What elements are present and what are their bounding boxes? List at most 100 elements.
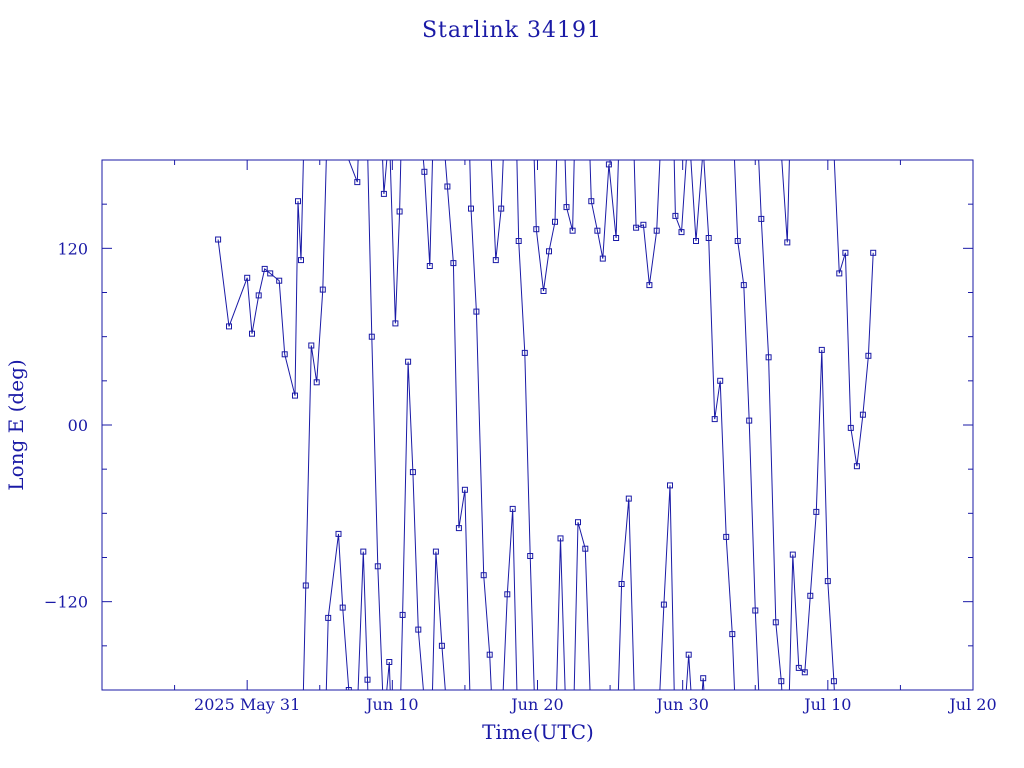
data-point <box>527 553 534 559</box>
data-point <box>599 255 606 262</box>
data-point <box>660 601 667 608</box>
axis-ticks <box>101 159 974 691</box>
data-point <box>368 333 375 340</box>
data-point <box>717 377 724 384</box>
data-point <box>729 631 736 638</box>
y-tick-labels: 120 00 −120 <box>44 239 88 611</box>
x-tick-label: Jun 20 <box>509 695 563 714</box>
data-point <box>364 676 371 683</box>
data-point <box>461 486 468 493</box>
data-point <box>405 358 412 365</box>
data-point <box>801 669 808 676</box>
data-point <box>625 495 632 502</box>
data-point <box>339 604 346 611</box>
x-tick-label: Jul 10 <box>802 695 851 714</box>
data-point <box>255 292 262 299</box>
data-point <box>836 270 843 277</box>
data-point <box>582 545 589 552</box>
data-point <box>569 227 576 234</box>
data-point <box>588 198 595 205</box>
data-point <box>492 257 499 264</box>
data-point <box>515 238 522 244</box>
data-point <box>865 352 872 359</box>
data-point <box>824 578 831 585</box>
data-point <box>473 308 480 315</box>
data-point <box>302 582 309 589</box>
data-point <box>468 205 474 212</box>
x-tick-label: Jul 20 <box>947 695 996 714</box>
data-point <box>575 519 581 526</box>
data-point <box>693 238 699 244</box>
data-point <box>444 183 451 190</box>
data-point <box>249 330 255 337</box>
data-point <box>605 161 612 168</box>
data-point <box>711 416 718 423</box>
data-point <box>409 469 416 476</box>
data-point <box>772 619 779 626</box>
data-point <box>618 581 625 587</box>
data-point <box>325 614 332 621</box>
data-point <box>723 533 730 540</box>
y-tick-label: −120 <box>44 593 88 612</box>
data-point <box>795 664 802 671</box>
data-point <box>438 642 445 649</box>
data-point <box>807 592 814 599</box>
data-point <box>354 179 361 186</box>
data-point <box>480 572 487 579</box>
data-point <box>298 257 304 264</box>
data-point <box>842 249 849 256</box>
data-point <box>455 525 462 532</box>
data-point <box>450 260 457 267</box>
x-tick-label: Jun 10 <box>364 695 418 714</box>
data-point <box>432 548 439 555</box>
data-point <box>276 277 283 284</box>
data-point <box>426 263 433 269</box>
data-point <box>509 505 516 512</box>
data-point <box>360 548 367 555</box>
data-point <box>557 535 564 542</box>
data-point <box>870 249 877 256</box>
chart-title: Starlink 34191 <box>422 18 602 43</box>
data-point <box>267 270 274 277</box>
data-point <box>740 282 747 289</box>
data-point <box>215 236 222 243</box>
data-point <box>292 392 298 399</box>
data-point <box>421 168 428 175</box>
data-point <box>335 530 342 537</box>
data-point <box>789 551 796 558</box>
data-point <box>640 221 647 228</box>
data-point <box>685 651 692 658</box>
data-point <box>399 611 406 618</box>
data-point <box>700 675 707 682</box>
data-point <box>813 508 820 515</box>
data-point <box>261 265 268 272</box>
data-point <box>521 349 528 356</box>
data-point <box>746 417 753 424</box>
data-point <box>345 687 352 690</box>
data-point <box>392 320 399 327</box>
data-point <box>830 678 837 685</box>
data-point <box>847 424 854 431</box>
data-point <box>563 204 570 211</box>
data-point <box>765 354 772 361</box>
series-line <box>217 160 874 690</box>
data-point <box>533 226 540 233</box>
data-point <box>594 227 601 234</box>
data-point <box>396 208 403 215</box>
data-point <box>540 288 547 294</box>
data-point <box>374 563 381 570</box>
data-point <box>853 463 860 470</box>
data-point <box>613 235 620 241</box>
series-layer <box>215 160 877 690</box>
x-tick-labels: 2025 May 31 Jun 10 Jun 20 Jun 30 Jul 10 Jul 2… <box>194 695 997 714</box>
data-point <box>313 379 320 386</box>
data-point <box>678 229 685 236</box>
data-point <box>633 224 640 231</box>
data-point <box>705 235 712 241</box>
data-point <box>226 323 232 330</box>
data-point <box>504 591 511 598</box>
data-point <box>672 212 679 219</box>
data-point <box>734 238 741 244</box>
data-point <box>646 282 653 289</box>
